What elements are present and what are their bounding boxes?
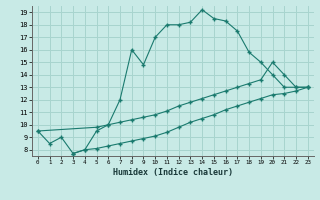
X-axis label: Humidex (Indice chaleur): Humidex (Indice chaleur) [113,168,233,177]
